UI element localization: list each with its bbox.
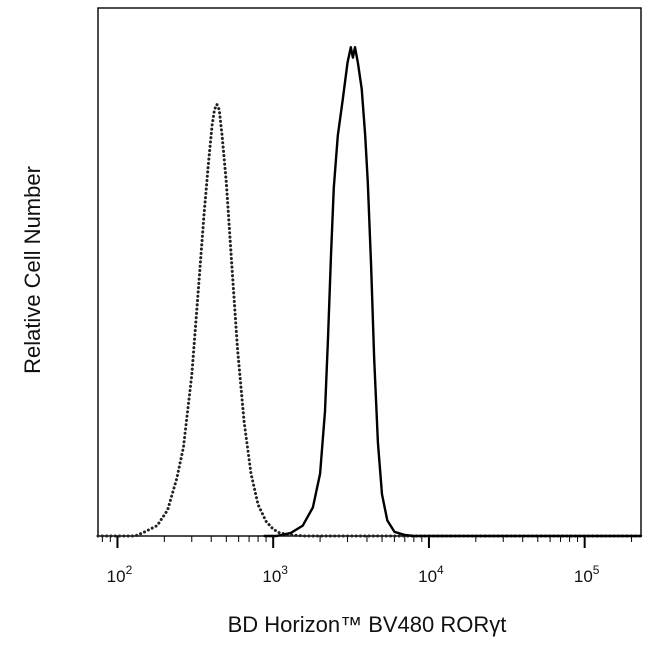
x-axis-title: BD Horizon™ BV480 RORγt xyxy=(228,612,507,637)
y-axis-title: Relative Cell Number xyxy=(20,166,45,374)
x-tick-labels: 102 103 104 105 xyxy=(107,563,600,586)
stained-histogram xyxy=(263,46,643,538)
x-tick-label: 105 xyxy=(574,563,600,586)
x-tick-label-exponent: 2 xyxy=(126,563,133,577)
x-tick-label: 102 xyxy=(107,563,133,586)
x-major-ticks xyxy=(116,536,586,548)
x-tick-label-exponent: 4 xyxy=(437,563,444,577)
series-layer xyxy=(96,46,643,538)
x-tick-label-base: 10 xyxy=(262,567,281,586)
plot-frame xyxy=(97,7,642,537)
x-tick-label-exponent: 3 xyxy=(281,563,288,577)
isotype-control-histogram xyxy=(96,102,643,538)
x-tick-label-exponent: 5 xyxy=(593,563,600,577)
x-tick-label-base: 10 xyxy=(418,567,437,586)
x-tick-label-base: 10 xyxy=(107,567,126,586)
x-tick-label-base: 10 xyxy=(574,567,593,586)
x-tick-label: 104 xyxy=(418,563,444,586)
x-tick-label: 103 xyxy=(262,563,288,586)
